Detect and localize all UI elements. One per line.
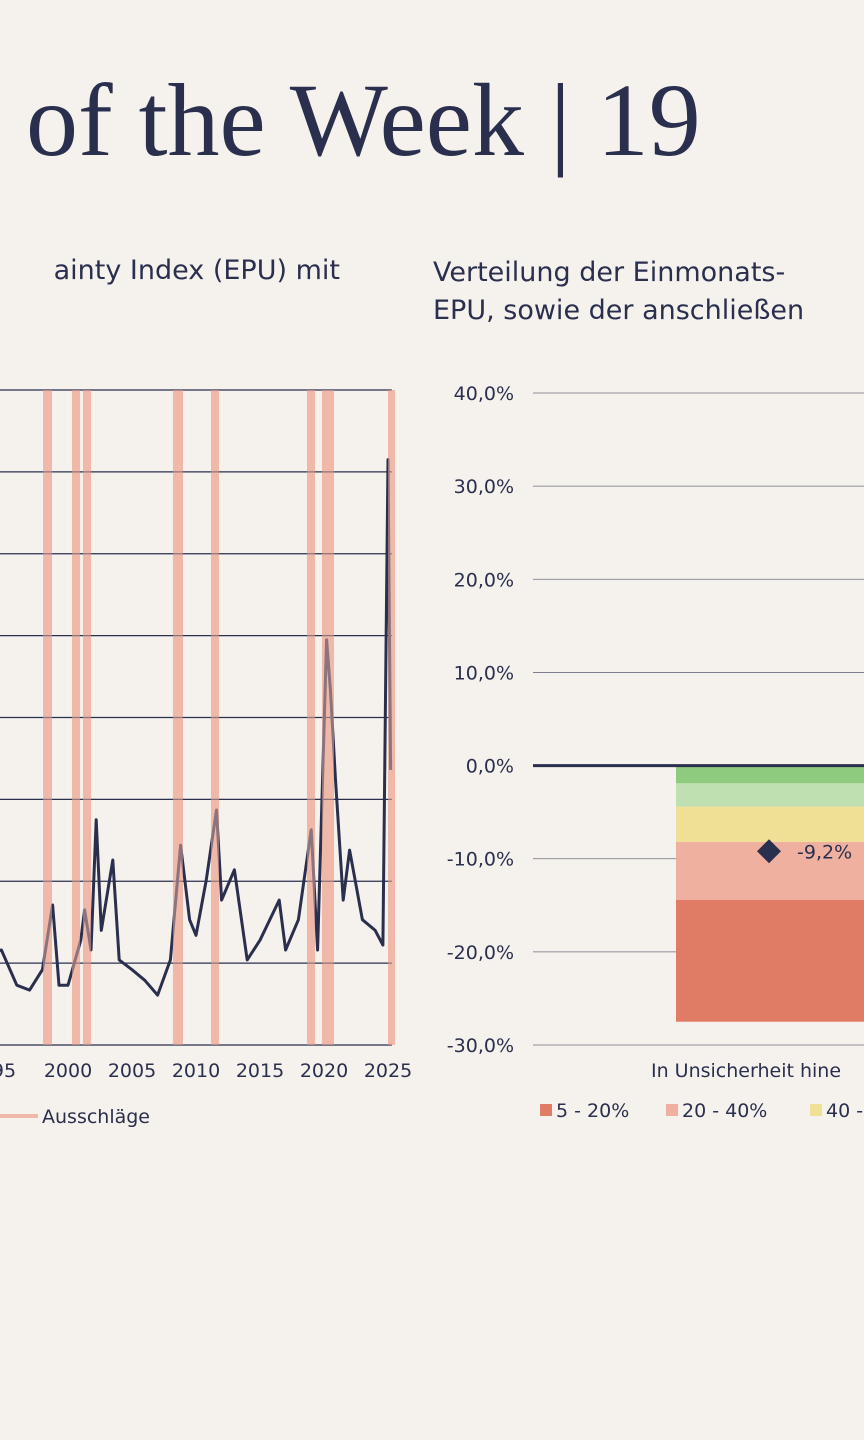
legend-swatch: [666, 1104, 678, 1116]
legend-label: 20 - 40%: [682, 1100, 767, 1122]
y-tick-label: -30,0%: [447, 1035, 514, 1057]
x-tick-label: 2000: [44, 1060, 92, 1082]
shaded-band-overlay: [43, 390, 52, 1045]
shaded-band-overlay: [172, 390, 183, 1045]
chart-subtitle: EPU, sowie der anschließen: [433, 295, 804, 326]
x-tick-label: 2020: [300, 1060, 348, 1082]
range-segment: [676, 806, 864, 842]
chart-subtitle: Verteilung der Einmonats-: [433, 257, 785, 288]
shaded-band-overlay: [82, 390, 92, 1045]
legend-label: 40 -: [826, 1100, 863, 1122]
x-tick-label: 95: [0, 1060, 16, 1082]
x-tick-label: 2015: [236, 1060, 284, 1082]
range-segment: [676, 783, 864, 807]
legend-swatch: [540, 1104, 552, 1116]
y-tick-label: 30,0%: [454, 476, 514, 498]
x-tick-label: In Unsicherheit hine: [651, 1060, 841, 1082]
y-tick-label: 0,0%: [466, 756, 514, 778]
page-title: of the Week | 19: [26, 63, 701, 178]
x-tick-label: 2010: [172, 1060, 220, 1082]
marker-label: -9,2%: [797, 841, 852, 863]
x-tick-label: 2025: [364, 1060, 412, 1082]
x-tick-label: 2005: [108, 1060, 156, 1082]
shaded-band-overlay: [71, 390, 81, 1045]
shaded-band-overlay: [388, 390, 396, 1045]
shaded-band-overlay: [210, 390, 220, 1045]
range-segment: [676, 765, 864, 784]
epu-line: [0, 458, 393, 997]
y-tick-label: 40,0%: [454, 383, 514, 405]
y-tick-label: -20,0%: [447, 942, 514, 964]
y-tick-label: -10,0%: [447, 849, 514, 871]
shaded-band-overlay: [321, 390, 334, 1045]
legend-label: 5 - 20%: [556, 1100, 629, 1122]
chart-subtitle: ainty Index (EPU) mit: [54, 255, 340, 286]
y-tick-label: 10,0%: [454, 662, 514, 684]
shaded-band-overlay: [306, 390, 316, 1045]
legend-swatch: [810, 1104, 822, 1116]
range-segment: [676, 899, 864, 1022]
legend-label: Ausschläge: [42, 1106, 150, 1128]
median-marker: [757, 839, 781, 864]
y-tick-label: 20,0%: [454, 569, 514, 591]
